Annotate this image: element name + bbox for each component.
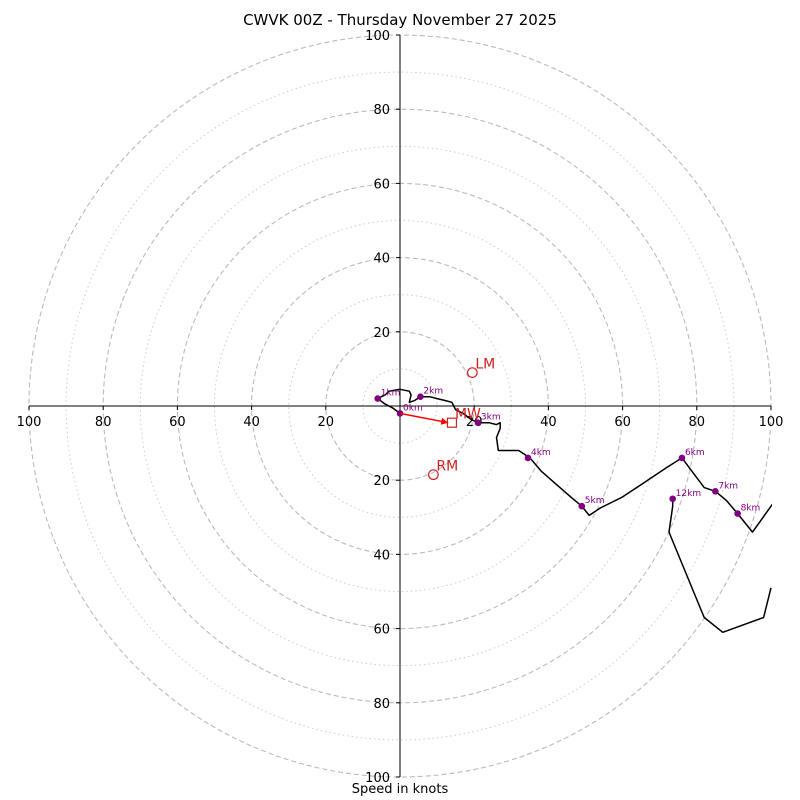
x-tick-label: 100 [759, 415, 784, 430]
storm-motion-label: MW [455, 407, 481, 423]
chart-title: CWVK 00Z - Thursday November 27 2025 [243, 11, 557, 29]
y-tick-label: 60 [373, 177, 390, 192]
y-tick-label: 80 [373, 697, 390, 712]
height-marker-dot [578, 502, 586, 510]
x-tick-label: 60 [614, 415, 631, 430]
height-marker-label: 7km [718, 481, 738, 491]
y-tick-label: 20 [373, 474, 390, 489]
y-tick-label: 60 [373, 623, 390, 638]
height-marker-dot [712, 488, 719, 495]
x-tick-label: 100 [17, 415, 42, 430]
y-tick-label: 80 [373, 103, 390, 118]
height-marker-dot [474, 419, 482, 426]
axes [29, 35, 771, 777]
height-marker-dot [669, 495, 676, 503]
hodograph-trace [376, 388, 772, 634]
height-marker-dot [374, 395, 382, 402]
height-marker-label: 5km [585, 496, 605, 506]
height-marker-label: 0km [403, 403, 423, 413]
x-tick-label: 60 [169, 415, 186, 430]
y-tick-label: 100 [365, 29, 390, 44]
y-tick-label: 40 [373, 252, 390, 267]
x-tick-label: 80 [689, 415, 706, 430]
height-marker-label: 2km [423, 387, 443, 397]
height-marker-dot [524, 454, 532, 462]
x-tick-label: 20 [318, 415, 335, 430]
height-marker-dot [678, 454, 686, 462]
x-tick-label: 40 [540, 415, 557, 430]
y-tick-label: 20 [373, 326, 390, 341]
height-marker-dot [417, 393, 424, 401]
x-tick-label: 40 [243, 415, 260, 430]
storm-motion-marker [446, 417, 458, 428]
x-tick-label: 80 [95, 415, 112, 430]
hodograph-line-upper [668, 498, 772, 634]
storm-motion-marker [466, 367, 478, 379]
mean-wind-arrowhead [440, 417, 449, 425]
storm-motion-label: LM [475, 357, 495, 373]
y-tick-label: 40 [373, 548, 390, 563]
x-axis-label: Speed in knots [351, 782, 449, 797]
tick-labels: 100 80 60 40 20 20 40 60 80 100100806040202040608… [17, 29, 784, 786]
storm-motion-label: RM [436, 459, 458, 475]
height-marker-dot [734, 510, 741, 517]
height-marker-label: 12km [676, 489, 701, 499]
height-marker-label: 6km [685, 448, 705, 458]
storm-motion-marker [427, 469, 439, 481]
height-marker-label: 4km [531, 448, 551, 458]
height-marker-label: 1km [381, 389, 401, 399]
height-marker-label: 8km [741, 504, 761, 514]
storm-motion-markers: LM RM MW [399, 357, 495, 481]
height-marker-label: 3km [481, 413, 501, 423]
mean-wind-arrow [399, 412, 449, 424]
y-tick-label: 100 [365, 771, 390, 786]
